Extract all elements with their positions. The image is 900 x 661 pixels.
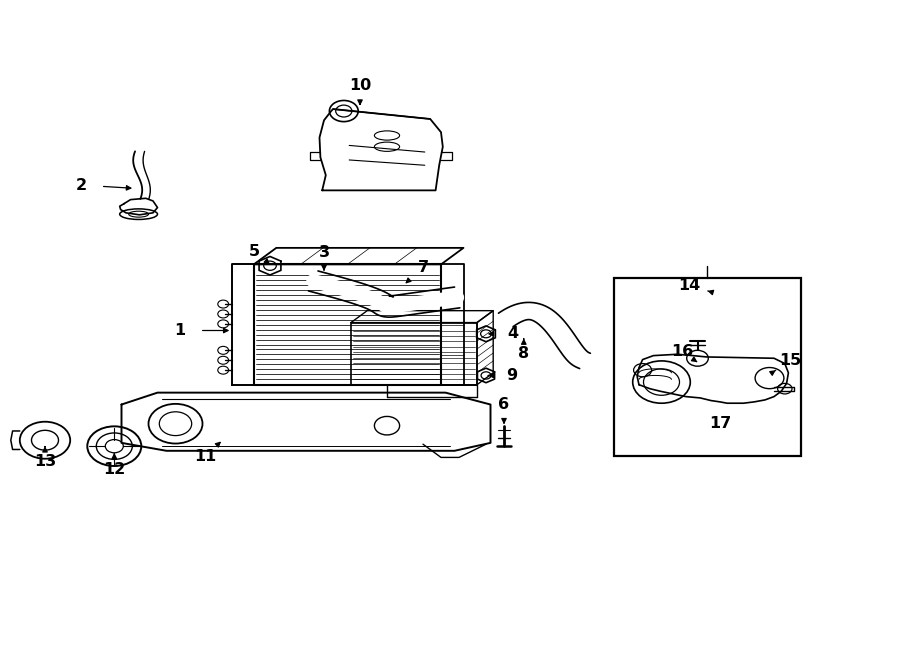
Text: 8: 8 bbox=[518, 346, 529, 361]
Text: 3: 3 bbox=[319, 245, 329, 260]
Bar bbox=[614, 278, 801, 456]
Text: 2: 2 bbox=[76, 178, 86, 192]
Text: 6: 6 bbox=[499, 397, 509, 412]
Text: 15: 15 bbox=[779, 353, 801, 368]
Text: 9: 9 bbox=[506, 368, 517, 383]
Text: 4: 4 bbox=[508, 327, 518, 341]
Text: 14: 14 bbox=[679, 278, 700, 293]
Text: 17: 17 bbox=[709, 416, 731, 430]
Text: 5: 5 bbox=[249, 244, 260, 258]
Text: 13: 13 bbox=[34, 454, 56, 469]
Text: 7: 7 bbox=[418, 260, 428, 274]
Text: 1: 1 bbox=[175, 323, 185, 338]
Text: 16: 16 bbox=[671, 344, 693, 359]
Text: 12: 12 bbox=[104, 462, 125, 477]
Text: 10: 10 bbox=[349, 79, 371, 93]
Text: 11: 11 bbox=[194, 449, 216, 463]
